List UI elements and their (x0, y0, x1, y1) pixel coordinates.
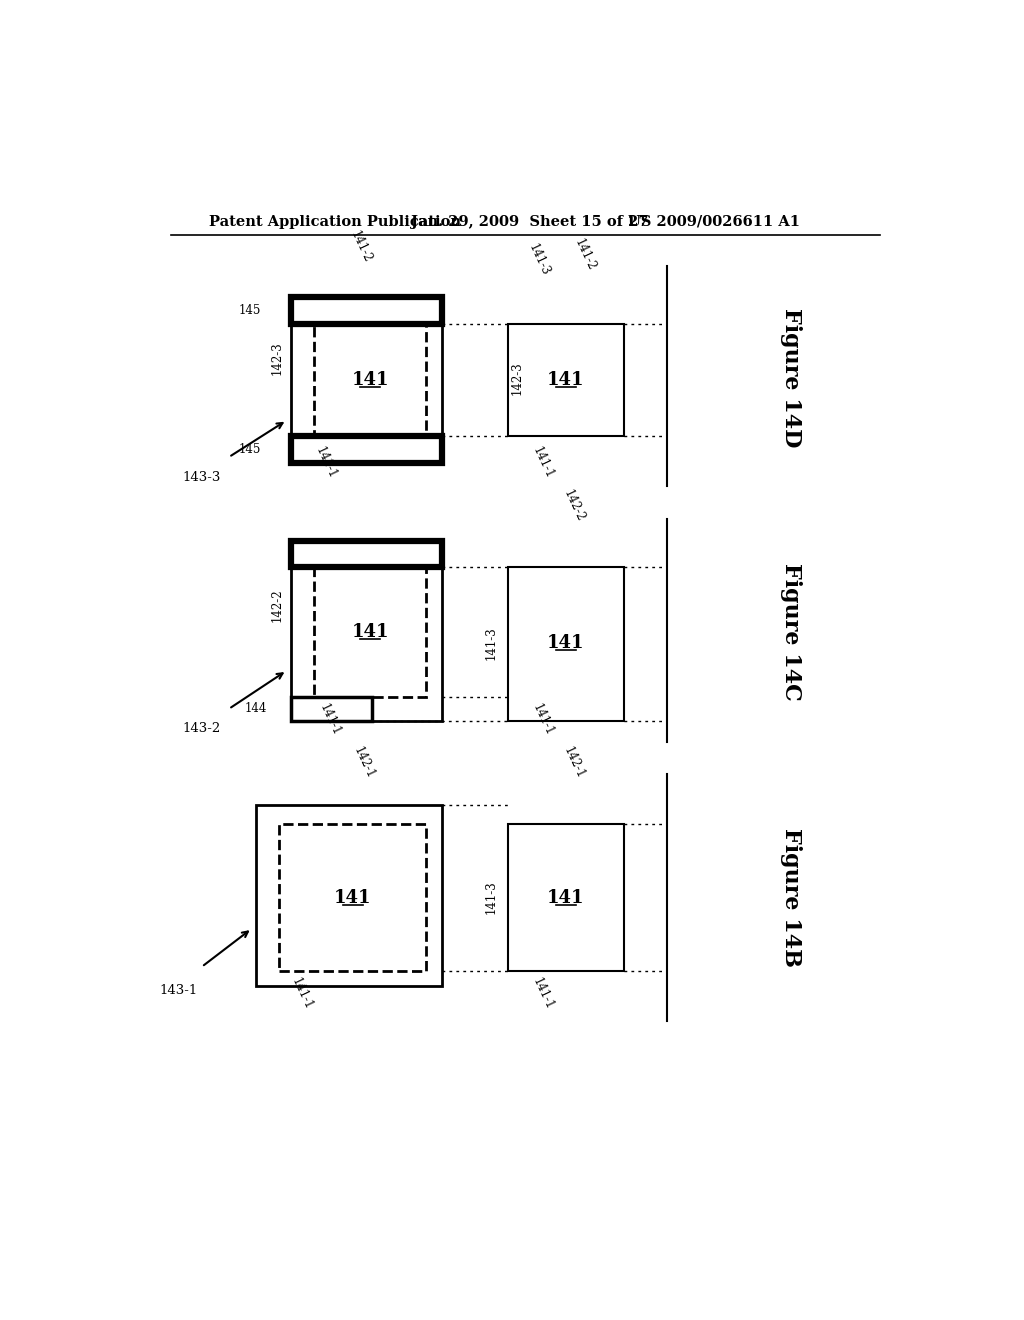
Text: 141: 141 (351, 371, 389, 389)
Text: 141-1: 141-1 (290, 975, 315, 1011)
Text: 141-1: 141-1 (312, 445, 339, 480)
Bar (508, 566, 624, 721)
Bar (280, 825, 426, 970)
Text: 141-2: 141-2 (347, 228, 374, 264)
Text: Figure 14C: Figure 14C (779, 564, 802, 701)
Text: US 2009/0026611 A1: US 2009/0026611 A1 (628, 215, 800, 228)
Bar (291, 297, 442, 323)
Text: 141-1: 141-1 (529, 701, 556, 738)
Bar (291, 697, 372, 721)
Text: 143-1: 143-1 (160, 983, 198, 997)
Text: 141-1: 141-1 (529, 975, 556, 1011)
Text: 143-3: 143-3 (182, 471, 221, 484)
Bar (508, 825, 624, 970)
Bar (291, 436, 442, 462)
Text: 141: 141 (547, 371, 585, 389)
Text: Jan. 29, 2009  Sheet 15 of 27: Jan. 29, 2009 Sheet 15 of 27 (411, 215, 648, 228)
Text: 142-1: 142-1 (351, 744, 378, 780)
Bar (508, 323, 624, 436)
Text: Patent Application Publication: Patent Application Publication (209, 215, 462, 228)
Text: 143-2: 143-2 (182, 722, 221, 735)
Text: 142-3: 142-3 (270, 342, 284, 375)
Text: 141-1: 141-1 (529, 445, 556, 480)
Text: 142-3: 142-3 (511, 360, 523, 395)
Text: 142-2: 142-2 (270, 589, 284, 622)
Bar (291, 297, 442, 462)
Text: Figure 14D: Figure 14D (779, 308, 802, 447)
Text: 142-1: 142-1 (560, 744, 587, 780)
Text: Figure 14B: Figure 14B (779, 828, 802, 968)
Text: 141-3: 141-3 (525, 242, 552, 277)
Text: 141-2: 141-2 (572, 236, 598, 272)
Bar (291, 541, 442, 721)
Text: 141: 141 (351, 623, 389, 642)
Bar (314, 323, 426, 436)
Text: 142-2: 142-2 (560, 488, 587, 524)
Text: 141: 141 (334, 888, 372, 907)
Bar (291, 541, 442, 566)
Text: 141-1: 141-1 (316, 701, 342, 738)
Text: 141-3: 141-3 (484, 880, 498, 915)
Text: 141-3: 141-3 (484, 627, 498, 660)
Bar (314, 566, 426, 697)
Text: 141: 141 (547, 888, 585, 907)
Bar (256, 805, 442, 986)
Text: 145: 145 (239, 444, 261, 455)
Text: 141: 141 (547, 635, 585, 652)
Text: 144: 144 (245, 702, 267, 715)
Text: 145: 145 (239, 304, 261, 317)
